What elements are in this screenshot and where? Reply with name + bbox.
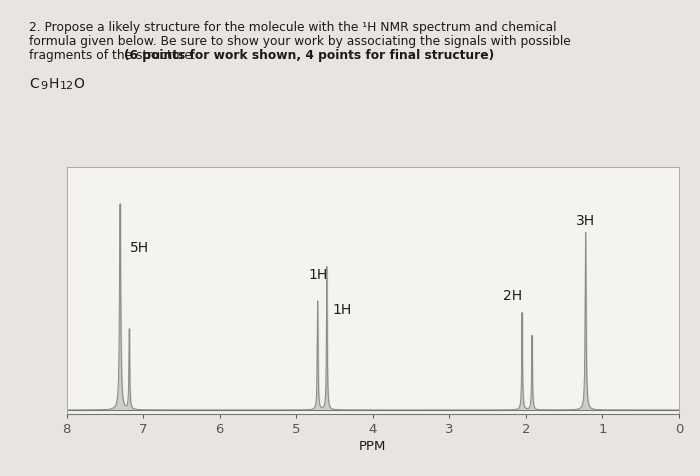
- Text: 3H: 3H: [576, 215, 595, 228]
- Text: O: O: [74, 77, 85, 91]
- Text: 1H: 1H: [332, 303, 351, 317]
- Text: 1H: 1H: [308, 268, 328, 282]
- Text: 2H: 2H: [503, 289, 522, 303]
- Text: 2. Propose a likely structure for the molecule with the ¹H NMR spectrum and chem: 2. Propose a likely structure for the mo…: [29, 21, 557, 34]
- Text: 5H: 5H: [130, 241, 149, 255]
- Text: fragments of the structure.: fragments of the structure.: [29, 49, 200, 62]
- Text: 9: 9: [41, 81, 48, 91]
- X-axis label: PPM: PPM: [359, 440, 386, 453]
- Text: (6 points for work shown, 4 points for final structure): (6 points for work shown, 4 points for f…: [125, 49, 495, 62]
- Text: 12: 12: [60, 81, 74, 91]
- Text: C: C: [29, 77, 39, 91]
- Text: H: H: [49, 77, 60, 91]
- Text: formula given below. Be sure to show your work by associating the signals with p: formula given below. Be sure to show you…: [29, 35, 571, 48]
